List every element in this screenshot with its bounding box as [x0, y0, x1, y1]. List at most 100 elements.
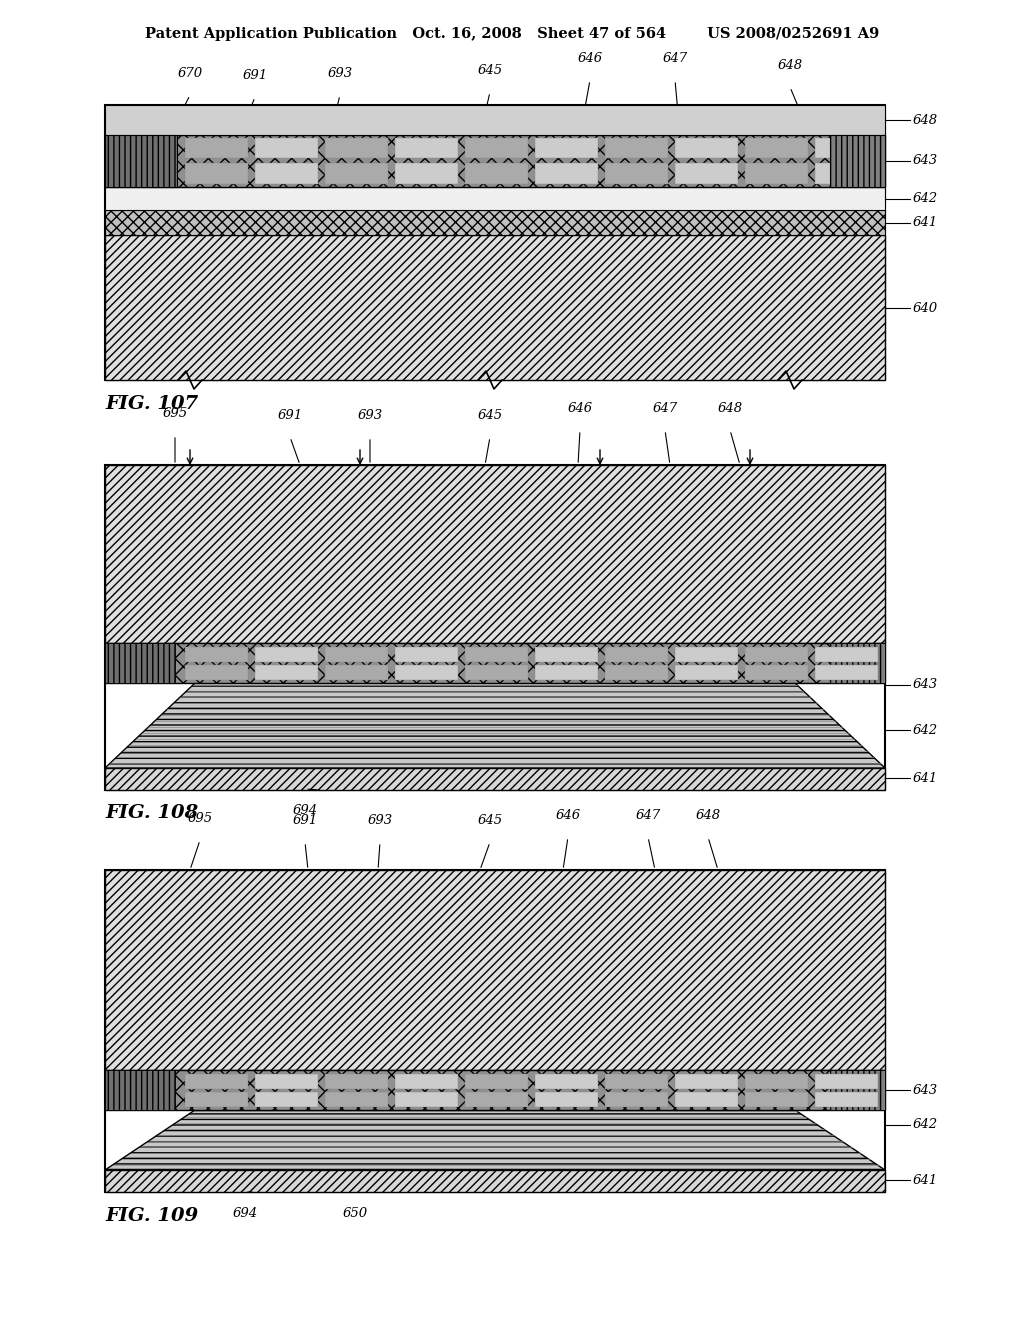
Text: 641: 641	[913, 771, 938, 784]
Bar	[675, 1092, 738, 1107]
Text: FIG. 109: FIG. 109	[105, 1206, 199, 1225]
Text: 648: 648	[695, 809, 721, 822]
Text: FIG. 108: FIG. 108	[105, 804, 199, 822]
Bar	[465, 164, 528, 183]
Bar	[535, 137, 598, 158]
Text: 642: 642	[913, 1118, 938, 1131]
Text: 647: 647	[636, 809, 660, 822]
Bar	[465, 1074, 528, 1089]
Polygon shape	[105, 682, 885, 768]
Bar	[465, 647, 528, 663]
Bar	[105, 135, 177, 187]
Text: 640: 640	[913, 301, 938, 314]
Bar	[105, 643, 885, 682]
Text: 647: 647	[652, 403, 678, 414]
Text: 643: 643	[913, 1084, 938, 1097]
Bar	[675, 164, 738, 183]
Bar	[745, 1092, 808, 1107]
Bar	[745, 665, 808, 680]
Bar	[325, 137, 388, 158]
Bar	[255, 137, 318, 158]
Text: 670: 670	[177, 67, 203, 81]
Bar	[395, 665, 458, 680]
Bar	[105, 135, 885, 187]
Bar	[185, 164, 248, 183]
Bar	[105, 210, 885, 235]
Bar	[535, 1092, 598, 1107]
Bar	[830, 643, 885, 682]
Text: 694: 694	[232, 1206, 258, 1220]
Bar	[745, 647, 808, 663]
Bar	[395, 1092, 458, 1107]
Text: 646: 646	[578, 51, 602, 65]
Bar	[105, 1071, 175, 1110]
Bar	[830, 1071, 885, 1110]
Bar	[395, 1074, 458, 1089]
Text: 641: 641	[913, 1173, 938, 1187]
Text: 691: 691	[243, 69, 267, 82]
Bar	[815, 1092, 878, 1107]
Bar	[395, 137, 458, 158]
Text: 695: 695	[187, 812, 213, 825]
Text: 694: 694	[293, 804, 317, 817]
Bar	[465, 137, 528, 158]
Text: 693: 693	[368, 814, 392, 828]
Text: 643: 643	[913, 678, 938, 692]
Text: 646: 646	[567, 403, 593, 414]
Bar	[325, 1074, 388, 1089]
Bar	[395, 647, 458, 663]
Bar	[605, 647, 668, 663]
Text: 642: 642	[913, 723, 938, 737]
Bar	[105, 870, 885, 1071]
Text: 645: 645	[477, 409, 503, 422]
Bar	[605, 137, 668, 158]
Text: 646: 646	[555, 809, 581, 822]
Bar	[675, 665, 738, 680]
Text: 648: 648	[913, 114, 938, 127]
Bar	[815, 1074, 878, 1089]
Bar	[815, 164, 878, 183]
Text: 691: 691	[278, 409, 302, 422]
Bar	[105, 768, 885, 789]
Bar	[185, 647, 248, 663]
Polygon shape	[105, 1110, 885, 1170]
Text: 645: 645	[477, 814, 503, 828]
Bar	[675, 647, 738, 663]
Bar	[605, 1092, 668, 1107]
Bar	[105, 465, 885, 643]
Text: 641: 641	[913, 216, 938, 230]
Bar	[185, 1092, 248, 1107]
Bar	[605, 665, 668, 680]
Text: 647: 647	[663, 51, 687, 65]
Bar	[105, 235, 885, 380]
Bar	[325, 647, 388, 663]
Bar	[395, 164, 458, 183]
Text: 691: 691	[293, 814, 317, 828]
Bar	[465, 1092, 528, 1107]
Bar	[255, 164, 318, 183]
Text: 693: 693	[328, 67, 352, 81]
Bar	[255, 647, 318, 663]
Bar	[605, 1074, 668, 1089]
Bar	[675, 137, 738, 158]
Bar	[105, 465, 885, 789]
Bar	[105, 870, 885, 1192]
Bar	[325, 665, 388, 680]
Bar	[255, 665, 318, 680]
Bar	[105, 1170, 885, 1192]
Text: 645: 645	[477, 63, 503, 77]
Bar	[185, 1074, 248, 1089]
Bar	[185, 137, 248, 158]
Bar	[255, 1074, 318, 1089]
Bar	[815, 647, 878, 663]
Bar	[815, 137, 878, 158]
Bar	[465, 665, 528, 680]
Bar	[745, 1074, 808, 1089]
Bar	[255, 1092, 318, 1107]
Text: 642: 642	[913, 193, 938, 206]
Text: 650: 650	[342, 1206, 368, 1220]
Bar	[185, 665, 248, 680]
Text: Patent Application Publication   Oct. 16, 2008   Sheet 47 of 564        US 2008/: Patent Application Publication Oct. 16, …	[144, 26, 880, 41]
Text: 648: 648	[718, 403, 742, 414]
Bar	[675, 1074, 738, 1089]
